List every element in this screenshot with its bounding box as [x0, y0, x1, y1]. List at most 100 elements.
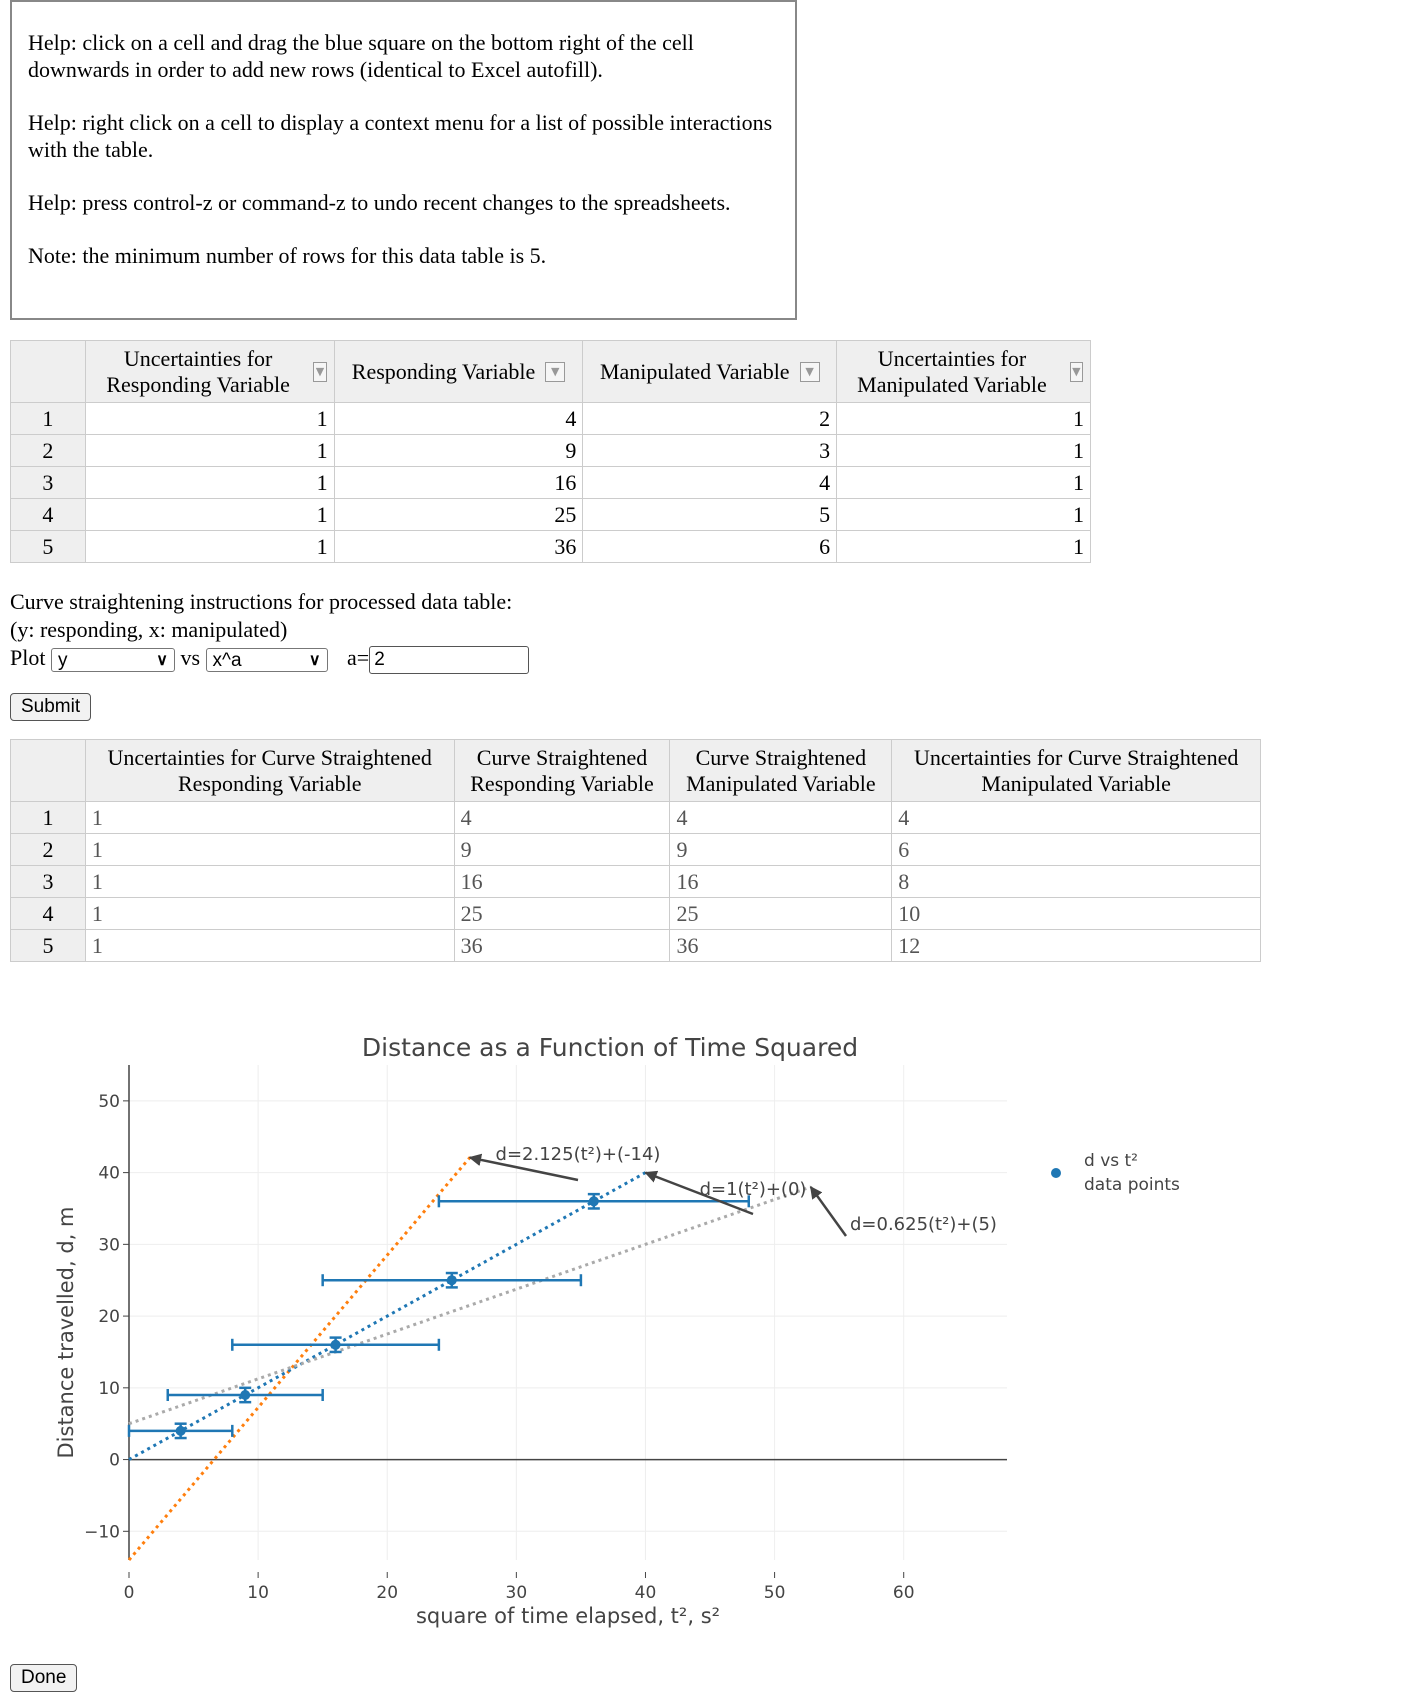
y-tick-label: −10 [84, 1522, 120, 1542]
chevron-down-icon: ∨ [156, 651, 168, 669]
data-cell: 25 [669, 897, 893, 930]
dropdown-arrow-icon[interactable]: ▼ [1069, 361, 1083, 382]
data-cell: 1 [84, 897, 455, 930]
help-undo: Help: press control-z or command-z to un… [28, 190, 731, 215]
header-responding[interactable]: Responding Variable ▼ [333, 340, 584, 403]
legend-label: data points [1084, 1175, 1180, 1195]
x-tick-label: 50 [764, 1583, 786, 1603]
row-number: 1 [10, 801, 86, 834]
data-cell[interactable]: 1 [836, 530, 1091, 563]
data-cell[interactable]: 4 [582, 466, 838, 499]
exponent-input[interactable]: 2 [369, 645, 530, 674]
data-cell: 8 [891, 865, 1261, 898]
dropdown-arrow-icon[interactable]: ▼ [313, 361, 327, 382]
header-cs-uncertainty-responding: Uncertainties for Curve Straightened Res… [84, 739, 455, 802]
data-cell[interactable]: 1 [84, 466, 335, 499]
data-cell[interactable]: 6 [582, 530, 838, 563]
data-cell: 16 [453, 865, 671, 898]
help-context-menu: Help: right click on a cell to display a… [28, 110, 773, 162]
straightening-instructions: Curve straightening instructions for pro… [10, 589, 513, 614]
header-uncertainty-manipulated[interactable]: Uncertainties for Manipulated Variable ▼ [836, 340, 1091, 403]
fit-equation-label: d=2.125(t²)+(-14) [496, 1144, 661, 1165]
row-number[interactable]: 1 [10, 402, 86, 435]
x-select[interactable]: x^a ∨ [205, 647, 328, 672]
data-cell: 1 [84, 929, 455, 962]
data-point [240, 1390, 251, 1400]
legend-marker [1051, 1168, 1061, 1178]
header-manipulated[interactable]: Manipulated Variable ▼ [582, 340, 838, 403]
data-cell[interactable]: 5 [582, 498, 838, 531]
data-cell: 12 [891, 929, 1261, 962]
dropdown-arrow-icon[interactable]: ▼ [545, 361, 566, 382]
done-button[interactable]: Done [10, 1664, 78, 1692]
help-autofill: Help: click on a cell and drag the blue … [28, 30, 694, 82]
annotation-arrow [468, 1153, 579, 1182]
data-cell: 4 [669, 801, 893, 834]
data-cell[interactable]: 1 [84, 498, 335, 531]
submit-button[interactable]: Submit [10, 693, 92, 721]
data-cell[interactable]: 1 [836, 498, 1091, 531]
fit-line [128, 1185, 812, 1426]
data-cell[interactable]: 1 [84, 530, 335, 563]
data-cell[interactable]: 1 [84, 402, 335, 435]
data-cell[interactable]: 1 [836, 466, 1091, 499]
row-number: 3 [10, 865, 86, 898]
x-axis-label: square of time elapsed, t², s² [416, 1604, 720, 1628]
data-cell[interactable]: 1 [836, 402, 1091, 435]
chevron-down-icon: ∨ [308, 651, 321, 669]
header-uncertainty-responding[interactable]: Uncertainties for Responding Variable ▼ [84, 340, 335, 403]
y-tick-label: 20 [98, 1307, 120, 1327]
y-tick-label: 30 [98, 1235, 120, 1255]
row-number[interactable]: 3 [10, 466, 86, 499]
row-number[interactable]: 4 [10, 498, 86, 531]
data-cell[interactable]: 1 [84, 434, 335, 467]
data-cell[interactable]: 2 [582, 402, 838, 435]
header-cs-responding: Curve Straightened Responding Variable [453, 739, 671, 802]
fit-equation-label: d=1(t²)+(0) [700, 1179, 807, 1200]
plot-controls: Plot y ∨ vs x^a ∨ a= 2 [10, 644, 530, 674]
data-cell: 9 [453, 833, 671, 866]
data-cell[interactable]: 9 [333, 434, 584, 467]
data-cell[interactable]: 3 [582, 434, 838, 467]
data-cell: 4 [453, 801, 671, 834]
distance-time-chart[interactable]: Distance as a Function of Time Squared −1… [0, 1020, 1428, 1630]
legend-label: d vs t² [1084, 1151, 1138, 1171]
data-cell[interactable]: 16 [333, 466, 584, 499]
x-tick-label: 10 [247, 1583, 269, 1603]
x-tick-label: 20 [376, 1583, 398, 1603]
row-number[interactable]: 5 [10, 530, 86, 563]
y-tick-label: 50 [98, 1092, 120, 1112]
dropdown-arrow-icon[interactable]: ▼ [799, 361, 820, 382]
data-cell[interactable]: 4 [333, 402, 584, 435]
data-cell[interactable]: 1 [836, 434, 1091, 467]
note-min-rows: Note: the minimum number of rows for thi… [28, 243, 547, 268]
x-tick-label: 60 [893, 1583, 915, 1603]
input-data-table[interactable]: Uncertainties for Responding Variable ▼ R… [10, 340, 1091, 563]
y-select[interactable]: y ∨ [50, 647, 175, 672]
row-number[interactable]: 2 [10, 434, 86, 467]
fit-line [127, 1153, 474, 1561]
table-row: 5 1 36 6 1 [10, 530, 1091, 563]
straightening-axes-note: (y: responding, x: manipulated) [10, 617, 288, 642]
row-number: 5 [10, 929, 86, 962]
data-cell: 9 [669, 833, 893, 866]
help-box: Help: click on a cell and drag the blue … [10, 0, 797, 320]
y-tick-label: 40 [98, 1164, 120, 1184]
processed-data-table[interactable]: Uncertainties for Curve Straightened Res… [10, 739, 1261, 962]
table-row: 3 1 16 4 1 [10, 466, 1091, 499]
chart-title: Distance as a Function of Time Squared [362, 1033, 858, 1062]
data-point [330, 1339, 341, 1350]
table-row: 4 1 25 5 1 [10, 498, 1091, 531]
data-point [175, 1425, 186, 1436]
annotation-arrow [644, 1170, 754, 1216]
data-cell[interactable]: 25 [333, 498, 584, 531]
row-number: 4 [10, 897, 86, 930]
data-cell: 1 [84, 833, 455, 866]
data-cell: 4 [891, 801, 1261, 834]
data-cell[interactable]: 36 [333, 530, 584, 563]
x-tick-label: 40 [635, 1583, 657, 1603]
y-axis-label: Distance travelled, d, m [54, 1207, 78, 1459]
